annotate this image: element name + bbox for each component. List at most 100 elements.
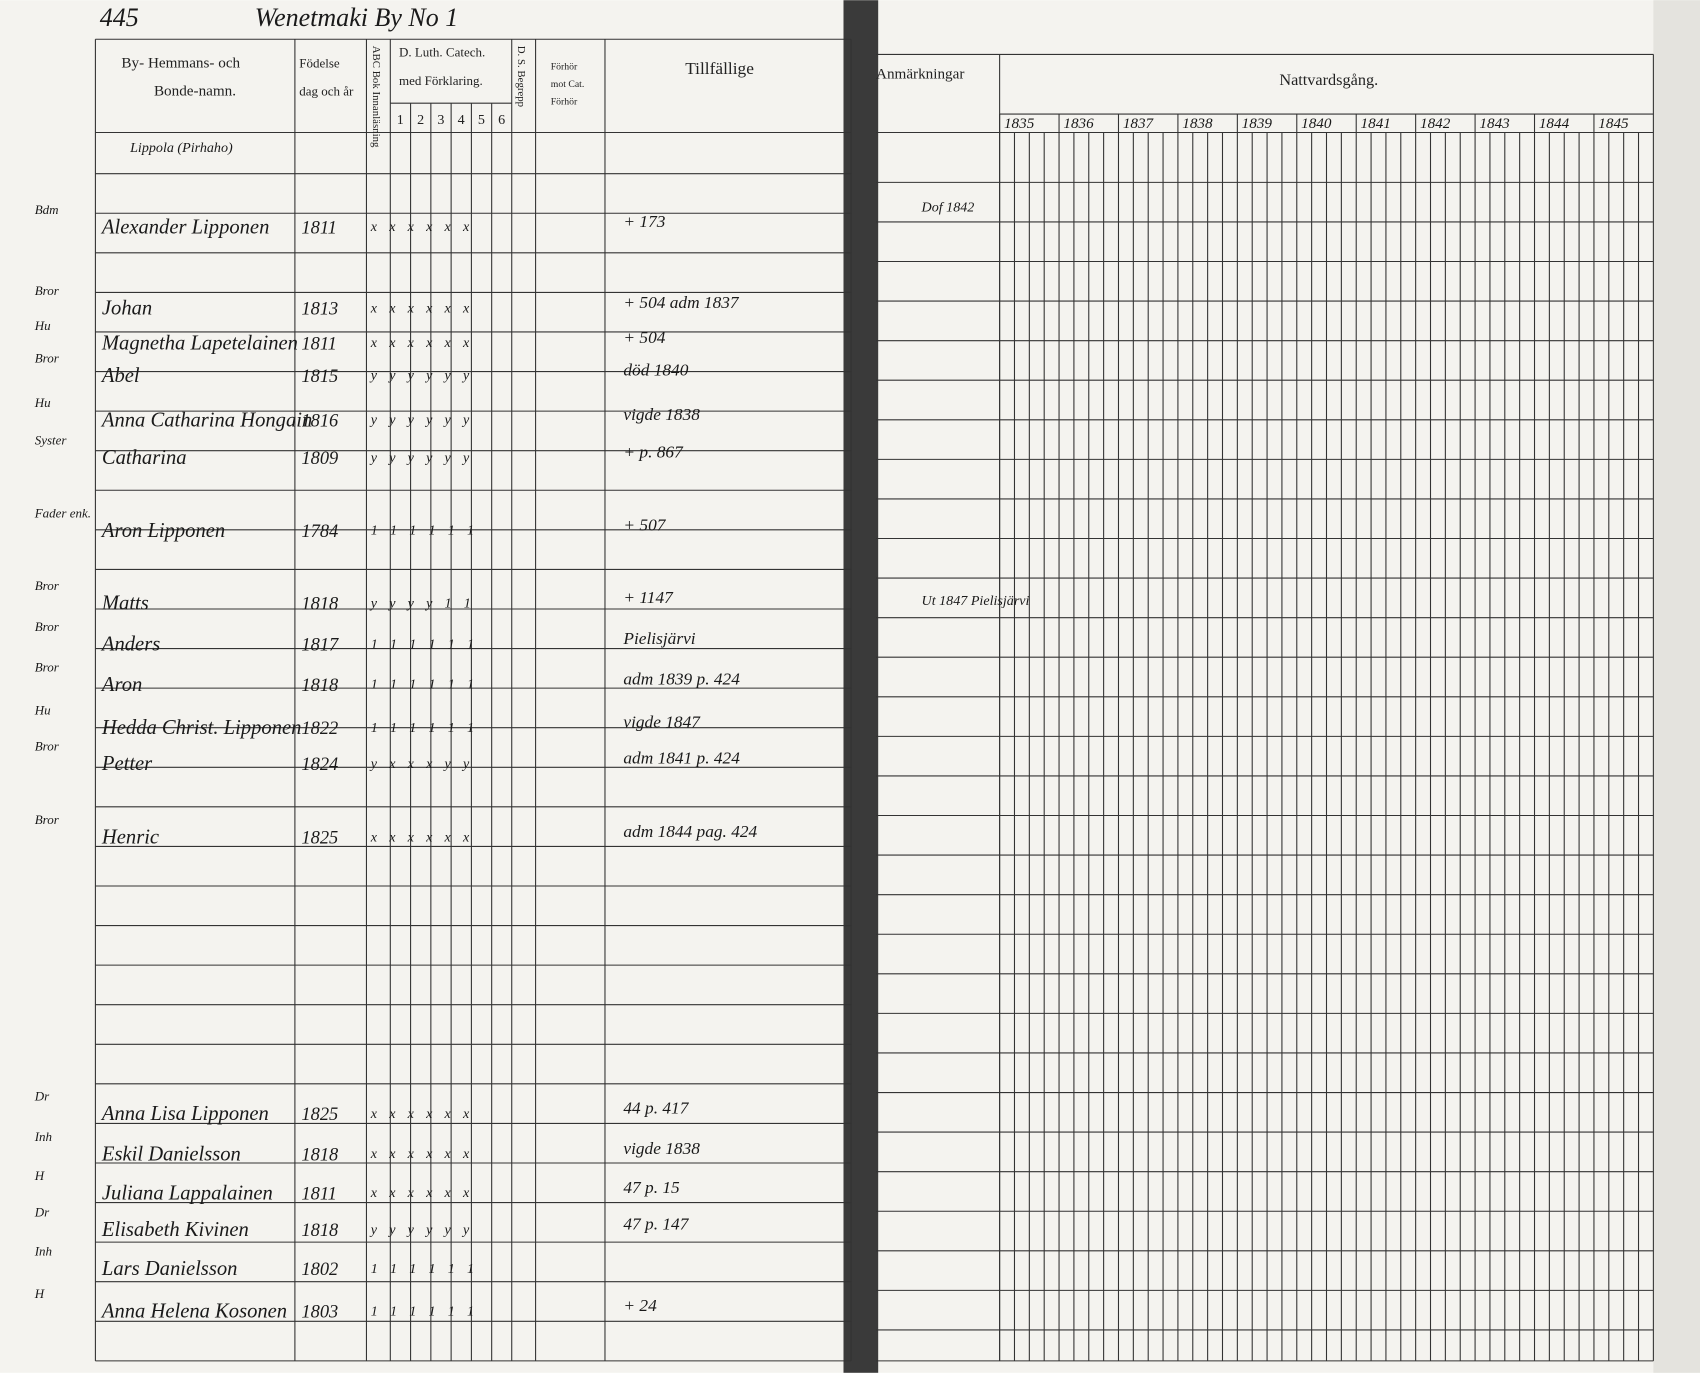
note: 44 p. 417 bbox=[623, 1099, 689, 1118]
role: Bror bbox=[35, 738, 60, 753]
person-name: Henric bbox=[101, 827, 159, 849]
reading: y x x x y y bbox=[369, 756, 474, 772]
note: adm 1841 p. 424 bbox=[623, 748, 740, 767]
catechism-part: 5 bbox=[478, 112, 485, 128]
birth-year: 1811 bbox=[301, 333, 336, 353]
header-name: Bonde-namn. bbox=[154, 83, 236, 100]
person-name: Magnetha Lapetelainen bbox=[101, 332, 298, 354]
role: Bror bbox=[35, 619, 60, 634]
reading: 1 1 1 1 1 1 bbox=[371, 637, 479, 653]
role: Syster bbox=[35, 433, 68, 448]
person-name: Abel bbox=[100, 365, 140, 387]
person-name: Petter bbox=[101, 753, 153, 775]
person-name: Johan bbox=[102, 298, 152, 320]
person-name: Aron Lipponen bbox=[100, 520, 225, 542]
birth-year: 1811 bbox=[301, 1183, 336, 1203]
texts: 1835 1836 1837 1838 1839 1840 1841 1842 1843 1844… bbox=[34, 45, 1629, 1323]
birth-year: 1784 bbox=[301, 521, 338, 541]
person-name: Catharina bbox=[102, 447, 187, 469]
communion-year: 1837 bbox=[1123, 115, 1155, 132]
person-name: Aron bbox=[100, 674, 142, 696]
communion-year: 1842 bbox=[1420, 115, 1451, 132]
note: vigde 1847 bbox=[623, 713, 701, 732]
header-forhor: mot Cat. bbox=[551, 79, 585, 90]
role: Bror bbox=[35, 283, 60, 298]
communion-year: 1845 bbox=[1598, 115, 1629, 132]
reading: 1 1 1 1 1 1 bbox=[371, 1261, 479, 1277]
header-catechism: D. Luth. Catech. bbox=[399, 45, 485, 60]
header-communion: Nattvardsgång. bbox=[1279, 71, 1378, 89]
birth-year: 1824 bbox=[301, 754, 338, 774]
birth-year: 1818 bbox=[301, 1144, 338, 1164]
reading: y y y y 1 1 bbox=[369, 595, 475, 611]
header-catechism: med Förklaring. bbox=[399, 73, 483, 88]
note: + 507 bbox=[623, 515, 666, 534]
header-birth: dag och år bbox=[299, 84, 354, 99]
reading: x x x x x x bbox=[370, 219, 474, 235]
role: Hu bbox=[34, 703, 51, 718]
catechism-part: 6 bbox=[498, 112, 505, 128]
remark: Ut 1847 Pielisjärvi bbox=[922, 593, 1030, 609]
communion-year: 1844 bbox=[1539, 115, 1570, 132]
header-name: By- Hemmans- och bbox=[121, 54, 240, 71]
note: adm 1839 p. 424 bbox=[623, 669, 740, 688]
role: Hu bbox=[34, 318, 51, 333]
role: Bror bbox=[35, 659, 60, 674]
person-name: Elisabeth Kivinen bbox=[101, 1219, 249, 1241]
reading: 1 1 1 1 1 1 bbox=[371, 677, 479, 693]
birth-year: 1818 bbox=[301, 675, 338, 695]
place: Lippola (Pirhaho) bbox=[129, 140, 233, 156]
role: Dr bbox=[34, 1205, 50, 1220]
reading: x x x x x x bbox=[370, 830, 474, 846]
role: Inh bbox=[34, 1129, 52, 1144]
catechism-part: 4 bbox=[458, 112, 465, 128]
role: H bbox=[34, 1168, 45, 1183]
reading: x x x x x x bbox=[370, 1106, 474, 1122]
role: H bbox=[34, 1286, 45, 1301]
header-occasional: Tillfällige bbox=[685, 59, 754, 78]
communion-year: 1838 bbox=[1182, 115, 1213, 132]
birth-year: 1818 bbox=[301, 594, 338, 614]
village: Wenetmaki By No 1 bbox=[255, 3, 459, 32]
rules bbox=[94, 38, 1654, 1362]
reading: x x x x x x bbox=[370, 335, 474, 351]
reading: x x x x x x bbox=[370, 1185, 474, 1201]
role: Inh bbox=[34, 1244, 52, 1259]
person-name: Lars Danielsson bbox=[101, 1258, 238, 1280]
note: + 504 bbox=[623, 328, 665, 347]
communion-year: 1836 bbox=[1063, 115, 1094, 132]
header-forhor: Förhör bbox=[551, 96, 578, 107]
role: Bror bbox=[35, 350, 60, 365]
communion-year: 1843 bbox=[1479, 115, 1510, 132]
birth-year: 1811 bbox=[301, 217, 336, 237]
header-forhor: Förhör bbox=[551, 62, 578, 73]
header-begrepp: D. S. Begrepp bbox=[515, 46, 527, 107]
communion-year: 1835 bbox=[1004, 115, 1035, 132]
note: vigde 1838 bbox=[623, 405, 700, 424]
reading: y y y y y y bbox=[369, 412, 474, 428]
note: + 24 bbox=[623, 1296, 657, 1315]
communion-year: 1841 bbox=[1361, 115, 1391, 132]
birth-year: 1803 bbox=[301, 1301, 338, 1321]
person-name: Alexander Lipponen bbox=[100, 216, 269, 238]
birth-year: 1802 bbox=[301, 1259, 338, 1279]
catechism-part: 3 bbox=[437, 112, 444, 128]
birth-year: 1813 bbox=[301, 299, 338, 319]
note: 47 p. 15 bbox=[623, 1178, 680, 1197]
birth-year: 1815 bbox=[301, 366, 338, 386]
birth-year: 1809 bbox=[301, 448, 338, 468]
birth-year: 1822 bbox=[301, 718, 338, 738]
person-name: Anna Catharina Hongain bbox=[100, 409, 312, 431]
note: + 504 adm 1837 bbox=[623, 293, 740, 312]
role: Bror bbox=[35, 812, 60, 827]
catechism-part: 2 bbox=[417, 112, 424, 128]
reading: y y y y y y bbox=[369, 368, 474, 384]
communion-year: 1839 bbox=[1242, 115, 1273, 132]
communion-year: 1840 bbox=[1301, 115, 1332, 132]
birth-year: 1825 bbox=[301, 1104, 338, 1124]
note: vigde 1838 bbox=[623, 1139, 700, 1158]
reading: 1 1 1 1 1 1 bbox=[371, 1303, 479, 1319]
person-name: Eskil Danielsson bbox=[101, 1143, 241, 1165]
page-edge bbox=[1653, 0, 1700, 1373]
